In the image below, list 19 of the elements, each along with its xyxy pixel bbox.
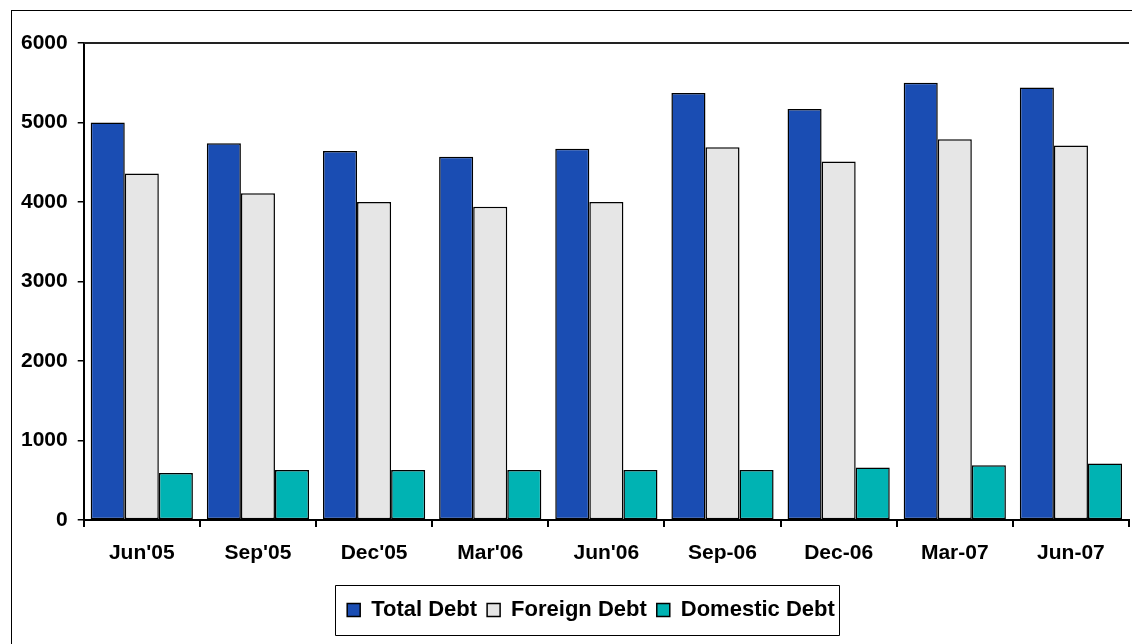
x-tick-label: Jun'05 xyxy=(108,540,175,564)
y-tick-label: 3000 xyxy=(21,268,68,292)
legend-label: Total Debt xyxy=(371,596,478,622)
x-tick-label: Dec-06 xyxy=(804,540,874,564)
y-tick-label: 1000 xyxy=(21,427,68,451)
y-tick-label: 4000 xyxy=(21,188,68,212)
y-tick-label: 6000 xyxy=(21,29,68,53)
y-tick-label: 5000 xyxy=(21,109,68,133)
x-tick-label: Mar'06 xyxy=(457,540,524,564)
legend-label: Foreign Debt xyxy=(511,596,648,622)
x-tick-label: Sep'05 xyxy=(224,540,292,564)
x-tick-label: Dec'05 xyxy=(340,540,408,564)
x-tick-label: Sep-06 xyxy=(688,540,757,564)
x-tick-label: Jun-07 xyxy=(1037,540,1105,564)
x-tick-label: Jun'06 xyxy=(573,540,640,564)
y-tick-label: 2000 xyxy=(21,347,68,371)
legend-label: Domestic Debt xyxy=(680,596,836,622)
y-tick-label: 0 xyxy=(56,506,68,530)
x-tick-label: Mar-07 xyxy=(920,540,989,564)
